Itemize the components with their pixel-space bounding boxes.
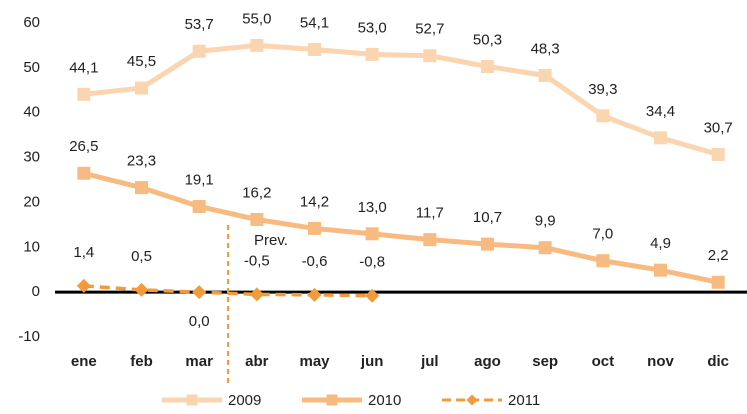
data-point (249, 287, 264, 302)
data-point (192, 44, 206, 58)
annotation: Prev. (254, 232, 288, 249)
x-tick-label: jul (420, 353, 439, 370)
x-tick-label: may (299, 353, 330, 370)
data-label: 1,4 (73, 244, 94, 261)
x-tick-label: abr (245, 353, 269, 370)
y-tick-label: 60 (23, 14, 40, 31)
y-tick-label: 20 (23, 193, 40, 210)
data-label: 34,4 (646, 103, 675, 120)
data-label: 4,9 (650, 235, 671, 252)
y-tick-label: 40 (23, 104, 40, 121)
data-point (307, 287, 322, 302)
x-tick-label: oct (592, 353, 615, 370)
data-point (134, 282, 149, 297)
data-label: 44,1 (69, 59, 98, 76)
data-point (365, 288, 380, 303)
x-tick-label: feb (130, 353, 153, 370)
data-point (538, 68, 552, 82)
data-point (654, 263, 667, 277)
data-point (77, 87, 91, 101)
y-tick-label: 10 (23, 238, 40, 255)
data-point (192, 285, 207, 300)
data-label: -0,6 (302, 253, 328, 270)
data-point (192, 199, 206, 213)
y-tick-label: 0 (32, 283, 40, 300)
x-tick-label: sep (532, 353, 558, 370)
data-label: 23,3 (127, 153, 156, 170)
legend-marker (466, 394, 478, 406)
data-point (250, 38, 264, 52)
data-label: 55,0 (242, 10, 271, 27)
series-line (83, 284, 373, 298)
x-tick-label: ene (71, 353, 97, 370)
y-tick-label: -10 (18, 328, 40, 345)
x-tick-label: nov (647, 353, 674, 370)
data-point (76, 278, 91, 293)
data-point (250, 212, 264, 226)
data-label: 39,3 (588, 81, 617, 98)
data-point (711, 147, 725, 161)
series-line (83, 42, 719, 157)
data-point (711, 275, 725, 289)
data-label: 16,2 (242, 184, 271, 201)
data-label: 0,5 (131, 248, 152, 265)
data-label: 53,0 (358, 19, 387, 36)
legend-label: 2009 (228, 392, 261, 409)
series-line (83, 170, 719, 285)
data-label: -0,5 (244, 252, 270, 269)
data-point (481, 237, 494, 251)
data-label: 54,1 (300, 14, 329, 31)
x-tick-label: dic (707, 353, 729, 370)
data-label: -0,8 (359, 254, 385, 271)
data-point (596, 254, 610, 268)
data-point (135, 81, 148, 95)
data-label: 7,0 (592, 226, 613, 243)
legend-label: 2011 (508, 392, 540, 409)
data-point (423, 49, 437, 63)
data-point (423, 233, 437, 247)
data-label: 30,7 (704, 119, 733, 136)
y-tick-label: 30 (23, 149, 40, 166)
data-label: 14,2 (300, 193, 329, 210)
data-label: 50,3 (473, 31, 502, 48)
data-point (365, 227, 379, 241)
x-tick-label: mar (185, 353, 213, 370)
data-label: 53,7 (185, 16, 214, 33)
data-label: 9,9 (535, 213, 556, 230)
data-label: 0,0 (189, 313, 210, 330)
data-label: 13,0 (358, 199, 387, 216)
data-point (77, 166, 91, 180)
data-point (538, 241, 552, 255)
y-tick-label: 50 (23, 59, 40, 76)
x-tick-label: ago (474, 353, 501, 370)
legend-marker (186, 394, 198, 406)
data-label: 2,2 (708, 247, 729, 264)
data-label: 19,1 (185, 171, 214, 188)
data-label: 26,5 (69, 138, 98, 155)
legend-label: 2010 (368, 392, 401, 409)
data-label: 10,7 (473, 209, 502, 226)
data-label: 48,3 (531, 40, 560, 57)
data-point (135, 181, 148, 195)
data-label: 45,5 (127, 53, 156, 70)
data-point (308, 221, 321, 235)
data-point (365, 47, 379, 61)
legend-marker (326, 394, 338, 406)
data-point (308, 42, 321, 56)
data-point (596, 109, 610, 123)
x-tick-label: jun (360, 353, 384, 370)
data-label: 52,7 (415, 21, 444, 38)
data-point (654, 131, 667, 145)
data-point (481, 60, 494, 74)
data-label: 11,7 (416, 205, 444, 222)
